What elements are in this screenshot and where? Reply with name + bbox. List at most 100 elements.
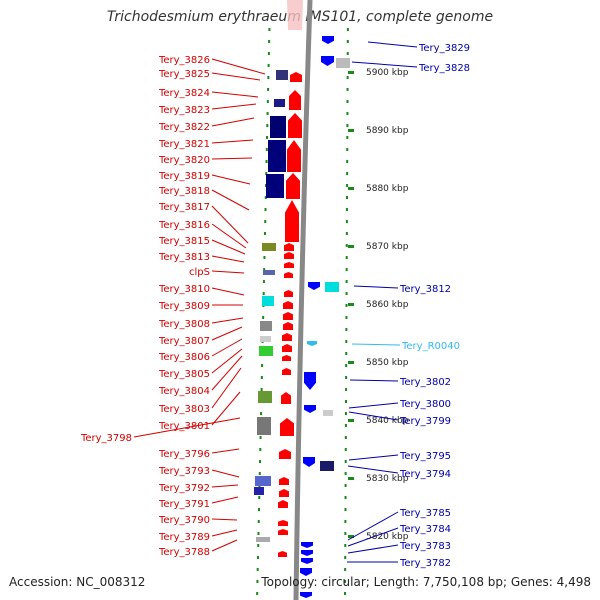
left-leader-line [211,496,239,504]
gene-block [260,336,271,342]
reverse-gene [301,550,313,556]
rail-dot [266,112,269,115]
rail-dot [344,568,347,571]
gene-block [270,116,286,138]
left-leader-line [211,338,243,357]
forward-gene [282,333,292,341]
right-gene-label: Tery_3785 [399,508,451,519]
reverse-gene [304,405,316,413]
rail-dot [346,160,349,163]
rail-dot [346,172,349,175]
rail-dot [345,280,348,283]
gene-block [259,346,273,356]
forward-gene [284,272,293,278]
left-gene-label: Tery_3818 [158,186,210,197]
left-leader-line [211,448,240,454]
scale-tick-label: 5860 kbp [366,300,409,310]
reverse-gene [300,568,312,576]
rail-dot [344,508,347,511]
rail-dot [346,148,349,151]
left-gene-label: Tery_3792 [158,483,210,494]
left-gene-label: Tery_3823 [158,105,210,116]
gene-block [276,70,288,80]
right-gene-label: Tery_3794 [399,469,451,480]
rail-dot [263,268,266,271]
left-leader-line [211,239,246,255]
reverse-gene [301,558,313,564]
forward-gene [290,72,302,82]
left-leader-line [211,117,255,127]
rail-dot [345,220,348,223]
rail-dot [344,580,347,583]
right-leader-line [348,454,399,461]
left-leader-line [211,72,261,81]
gene-block [257,417,271,435]
forward-gene [287,140,301,172]
right-gene-label: Tery_3784 [399,524,451,535]
gene-block [263,270,275,275]
left-gene-label: Tery_3813 [158,252,210,263]
rail-dot [344,460,347,463]
scale-tick-label: 5850 kbp [366,358,409,368]
rail-dot [263,232,266,235]
left-gene-label: Tery_3809 [158,301,210,312]
left-leader-line [211,484,239,488]
rail-dot [345,376,348,379]
rail-dot [267,76,270,79]
rail-dot [257,532,260,535]
right-gene-label: Tery_3799 [399,416,451,427]
forward-gene [288,113,302,138]
reverse-gene [322,36,334,44]
right-leader-line [348,411,399,421]
scale-tick-label: 5820 kbp [366,532,409,542]
right-gene-label: Tery_3783 [399,541,451,552]
rail-dot [346,136,349,139]
left-leader-line [211,367,242,409]
forward-gene [282,344,292,352]
left-gene-label: Tery_3790 [158,515,210,526]
left-gene-label: Tery_3820 [158,155,210,166]
forward-gene [278,500,288,508]
right-leader-line [347,511,399,541]
rail-dot [344,436,347,439]
left-leader-line [211,317,244,324]
left-leader-line [211,287,245,296]
rail-dot [260,412,263,415]
left-gene-label: Tery_3803 [158,404,210,415]
rail-dot [345,232,348,235]
rail-dot [262,316,265,319]
left-leader-line [211,270,245,274]
left-leader-line [133,417,241,438]
rail-dot [346,52,349,55]
left-leader-line [211,189,250,211]
rail-dot [345,316,348,319]
left-gene-label: Tery_3793 [158,466,210,477]
forward-gene [279,489,289,497]
left-leader-line [211,539,238,552]
left-gene-label: Tery_3810 [158,284,210,295]
rail-dot [345,256,348,259]
scale-tick [348,419,354,422]
left-leader-line [211,469,240,478]
left-gene-label: Tery_3825 [158,69,210,80]
left-gene-label: Tery_3801 [158,421,210,432]
rail-dot [345,364,348,367]
forward-gene [278,551,287,557]
left-leader-line [211,174,251,185]
rail-dot [344,424,347,427]
left-gene-label: Tery_3816 [158,220,210,231]
scale-tick-label: 5880 kbp [366,184,409,194]
rail-dot [266,124,269,127]
genome-backbone [293,0,313,600]
left-gene-label: Tery_3791 [158,499,210,510]
gene-block [274,99,285,107]
right-gene-label: Tery_3812 [399,284,451,295]
left-gene-label: Tery_3819 [158,171,210,182]
scale-tick [348,129,354,132]
rail-dot [267,88,270,91]
rail-dot [345,340,348,343]
left-leader-line [211,255,245,263]
scale-tick [348,477,354,480]
left-leader-line [211,223,247,249]
scale-tick [348,535,354,538]
